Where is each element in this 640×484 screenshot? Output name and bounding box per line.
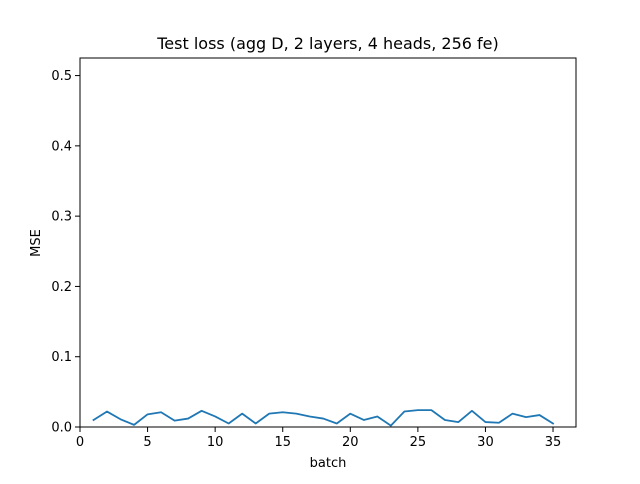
y-tick-label: 0.4 <box>51 139 72 154</box>
x-tick-label: 35 <box>545 435 562 450</box>
y-tick-label: 0.1 <box>51 350 72 365</box>
x-tick-label: 10 <box>207 435 224 450</box>
axes-frame <box>79 57 577 428</box>
x-tick-label: 5 <box>143 435 151 450</box>
x-tick-label: 15 <box>274 435 291 450</box>
y-axis-label: MSE <box>29 229 44 257</box>
x-tick-label: 0 <box>76 435 84 450</box>
y-tick-label: 0.3 <box>51 210 72 225</box>
series-line-0 <box>92 409 555 427</box>
y-tick-label: 0.2 <box>51 280 72 295</box>
y-tick-label: 0.5 <box>51 69 72 84</box>
y-tick-label: 0.0 <box>51 421 72 436</box>
x-tick-label: 30 <box>477 435 494 450</box>
x-axis-label: batch <box>310 456 347 471</box>
chart-title: Test loss (agg D, 2 layers, 4 heads, 256… <box>156 34 499 53</box>
x-tick-label: 25 <box>410 435 427 450</box>
plot-area: 0 5 10 15 20 25 30 35 0.0 0.1 0.2 0.3 0.4 0.5 <box>51 57 577 450</box>
x-tick-label: 20 <box>342 435 359 450</box>
